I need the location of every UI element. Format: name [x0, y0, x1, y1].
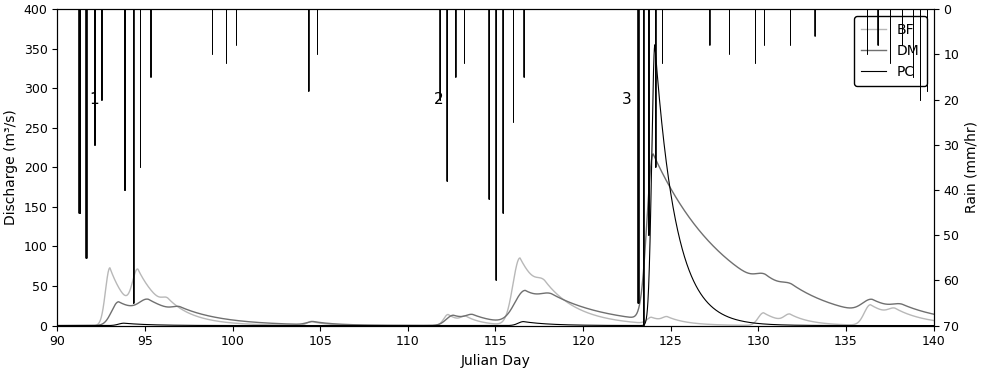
- Line: BF: BF: [57, 258, 934, 326]
- BF: [51, 323, 63, 328]
- DM: [870, 299, 882, 304]
- DM: [647, 152, 659, 156]
- BF: [864, 302, 876, 307]
- PC: [223, 323, 235, 328]
- Y-axis label: Discharge (m³/s): Discharge (m³/s): [4, 109, 18, 225]
- Text: 1: 1: [88, 92, 98, 107]
- PC: [864, 323, 876, 328]
- BF: [475, 320, 487, 324]
- DM: [841, 305, 853, 310]
- Text: 3: 3: [621, 92, 631, 107]
- DM: [928, 312, 940, 316]
- Legend: BF, DM, PC: BF, DM, PC: [854, 16, 927, 86]
- BF: [841, 323, 853, 327]
- PC: [51, 323, 63, 328]
- PC: [475, 323, 487, 328]
- Line: PC: PC: [57, 45, 934, 326]
- BF: [870, 306, 882, 310]
- Text: 2: 2: [434, 92, 443, 107]
- Y-axis label: Rain (mm/hr): Rain (mm/hr): [965, 121, 979, 214]
- X-axis label: Julian Day: Julian Day: [460, 354, 531, 368]
- DM: [223, 317, 235, 322]
- DM: [51, 323, 63, 328]
- BF: [514, 256, 526, 260]
- BF: [223, 320, 235, 325]
- DM: [475, 315, 487, 319]
- PC: [928, 323, 940, 328]
- PC: [870, 323, 882, 328]
- PC: [649, 42, 661, 47]
- PC: [841, 323, 853, 328]
- DM: [658, 173, 669, 177]
- PC: [658, 135, 669, 140]
- BF: [658, 315, 669, 320]
- BF: [928, 318, 940, 323]
- DM: [864, 297, 876, 301]
- Line: DM: DM: [57, 154, 934, 326]
